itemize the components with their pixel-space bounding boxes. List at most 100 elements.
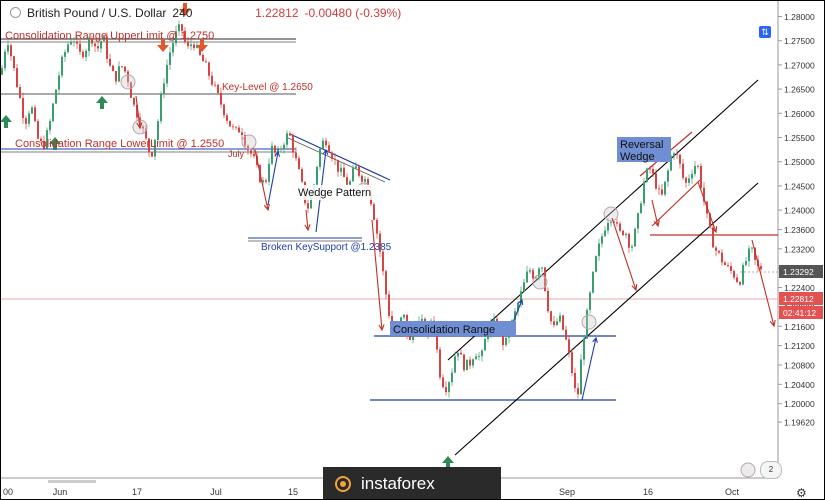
candle (283, 142, 285, 154)
candle (751, 246, 753, 253)
symbol-circle-icon[interactable] (10, 7, 21, 18)
candle-body (250, 150, 252, 154)
candle-body (721, 252, 723, 263)
candle-body (238, 127, 240, 133)
candle-body (742, 264, 744, 285)
candle (271, 141, 273, 166)
candle-body (292, 135, 294, 153)
blue-projection-line (267, 151, 279, 206)
candle-body (310, 195, 312, 209)
candle-body (733, 270, 735, 278)
candle-body (118, 66, 120, 82)
candle-body (544, 267, 546, 291)
candle-body (181, 24, 183, 31)
price-axis-label: 1.23200 (784, 244, 815, 254)
orange-down-arrow-icon (157, 39, 169, 52)
watermark-text: instaforex (361, 474, 435, 493)
candle (715, 245, 717, 257)
candle-body (421, 318, 423, 321)
candle-body (382, 251, 384, 272)
candle-body (85, 50, 87, 58)
blue-arrow-head-icon (592, 336, 598, 343)
price-axis-label: 1.21600 (784, 322, 815, 332)
interval-label[interactable]: 240 (172, 6, 193, 20)
candle (73, 37, 75, 47)
candle (733, 269, 735, 280)
candle (22, 92, 24, 124)
reversal-label-1: Reversal (620, 139, 663, 151)
candle (661, 183, 663, 196)
candle-body (751, 247, 753, 249)
price-axis-bg (778, 0, 825, 500)
candle (484, 334, 486, 351)
candle-body (64, 52, 66, 57)
candle (634, 227, 636, 248)
candle (505, 337, 507, 347)
candle-body (61, 56, 63, 76)
candle-body (673, 153, 675, 157)
orange-down-arrow-icon (179, 3, 191, 16)
red-projection-line (651, 199, 659, 227)
price-axis-label: 1.26500 (784, 85, 815, 95)
candle (49, 118, 51, 135)
candle-body (388, 294, 390, 316)
candle (439, 346, 441, 380)
current-price-tag-bg (779, 265, 823, 278)
candle-body (709, 213, 711, 228)
candle-body (439, 349, 441, 378)
candle-body (550, 311, 552, 322)
scale-mode-icon[interactable]: ⇅ (759, 26, 771, 38)
candle-body (478, 356, 480, 358)
candle (154, 139, 156, 160)
candle-body (103, 36, 105, 42)
candle-body (121, 66, 123, 68)
candle-body (7, 45, 9, 52)
candle (481, 348, 483, 362)
candle (286, 130, 288, 148)
candle-body (679, 154, 681, 164)
candle (97, 41, 99, 52)
candle (289, 131, 291, 137)
candle-body (319, 148, 321, 167)
candle (19, 84, 21, 100)
countdown-tag-bg (779, 306, 823, 319)
candle (127, 69, 129, 87)
candle-body (571, 352, 573, 373)
candle-body (349, 181, 351, 185)
candle (373, 202, 375, 221)
candle (295, 147, 297, 161)
candle (346, 173, 348, 186)
candle (79, 40, 81, 55)
candle-body (655, 173, 657, 189)
candle (679, 153, 681, 169)
time-axis-label: 15 (288, 487, 298, 497)
wedge-upper-line (289, 133, 391, 181)
channel-upper-line (447, 79, 759, 361)
candle (91, 36, 93, 47)
candle (628, 232, 630, 254)
candle (28, 110, 30, 127)
candle-body (94, 43, 96, 47)
candle-body (514, 311, 516, 321)
candle (340, 162, 342, 177)
candle (307, 197, 309, 214)
candle (130, 81, 132, 98)
candle-body (364, 179, 366, 182)
candle (265, 178, 267, 184)
candle (250, 149, 252, 158)
candle (181, 23, 183, 37)
candle-body (115, 71, 117, 82)
candle (343, 162, 345, 178)
gear-icon[interactable]: ⚙ (796, 486, 807, 500)
candle (358, 165, 360, 178)
candle (403, 314, 405, 320)
candle (109, 53, 111, 67)
marker-circle (120, 74, 136, 90)
candle (172, 40, 174, 57)
candle (718, 250, 720, 255)
candle (223, 103, 225, 119)
candle-body (592, 271, 594, 293)
candle-body (205, 61, 207, 63)
cr-upper-label: Consolidation Range UpperLimit @ 1.2750 (5, 30, 214, 42)
symbol-name[interactable]: British Pound / U.S. Dollar (27, 6, 167, 20)
